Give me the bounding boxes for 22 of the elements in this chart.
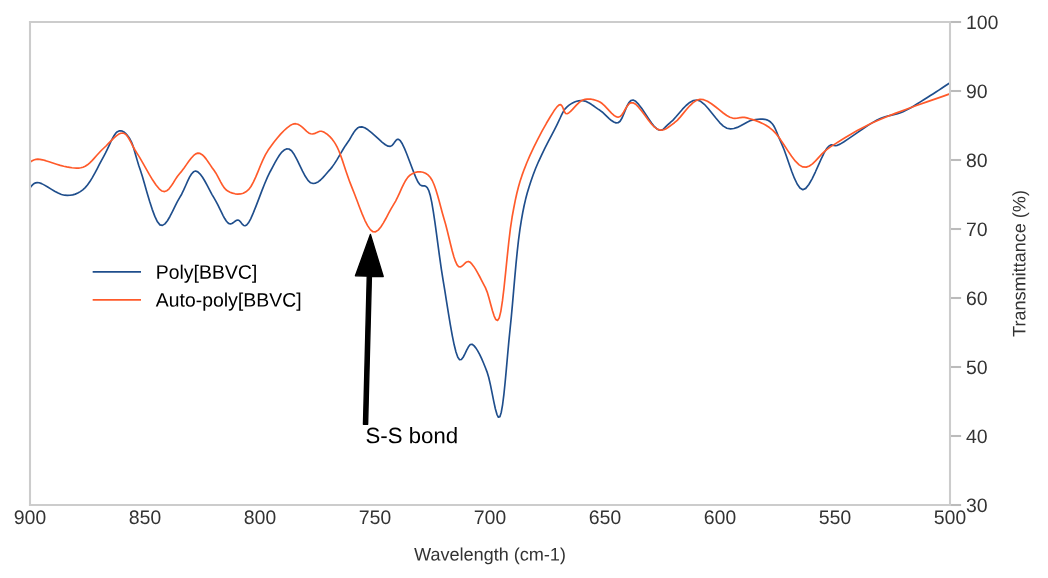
x-tick-label: 900: [14, 510, 46, 525]
y-tick-label: 50: [966, 360, 987, 375]
legend-label: Poly[BBVC]: [157, 264, 256, 283]
x-axis-title: Wavelength (cm-1): [414, 547, 565, 565]
y-tick-label: 100: [967, 15, 998, 30]
annotation: S-S bond: [366, 427, 457, 444]
x-tick-label: 700: [474, 510, 506, 525]
y-axis-title: Transmittance (%): [1012, 191, 1030, 337]
x-tick-label: 600: [704, 510, 736, 525]
legend-label: Auto-poly[BBVC]: [155, 292, 301, 311]
x-tick-label: 650: [589, 510, 621, 525]
y-tick-label: 60: [966, 291, 987, 306]
x-tick-label: 750: [359, 510, 391, 525]
x-tick-label: 850: [129, 510, 161, 525]
y-tick-label: 90: [966, 84, 987, 99]
y-tick-label: 40: [966, 429, 987, 444]
x-tick-label: 800: [244, 510, 276, 525]
y-tick-label: 70: [966, 222, 987, 237]
y-tick-label: 30: [966, 498, 987, 513]
y-tick-label: 80: [966, 153, 987, 168]
x-tick-label: 550: [819, 510, 851, 525]
x-tick-label: 500: [934, 510, 966, 525]
